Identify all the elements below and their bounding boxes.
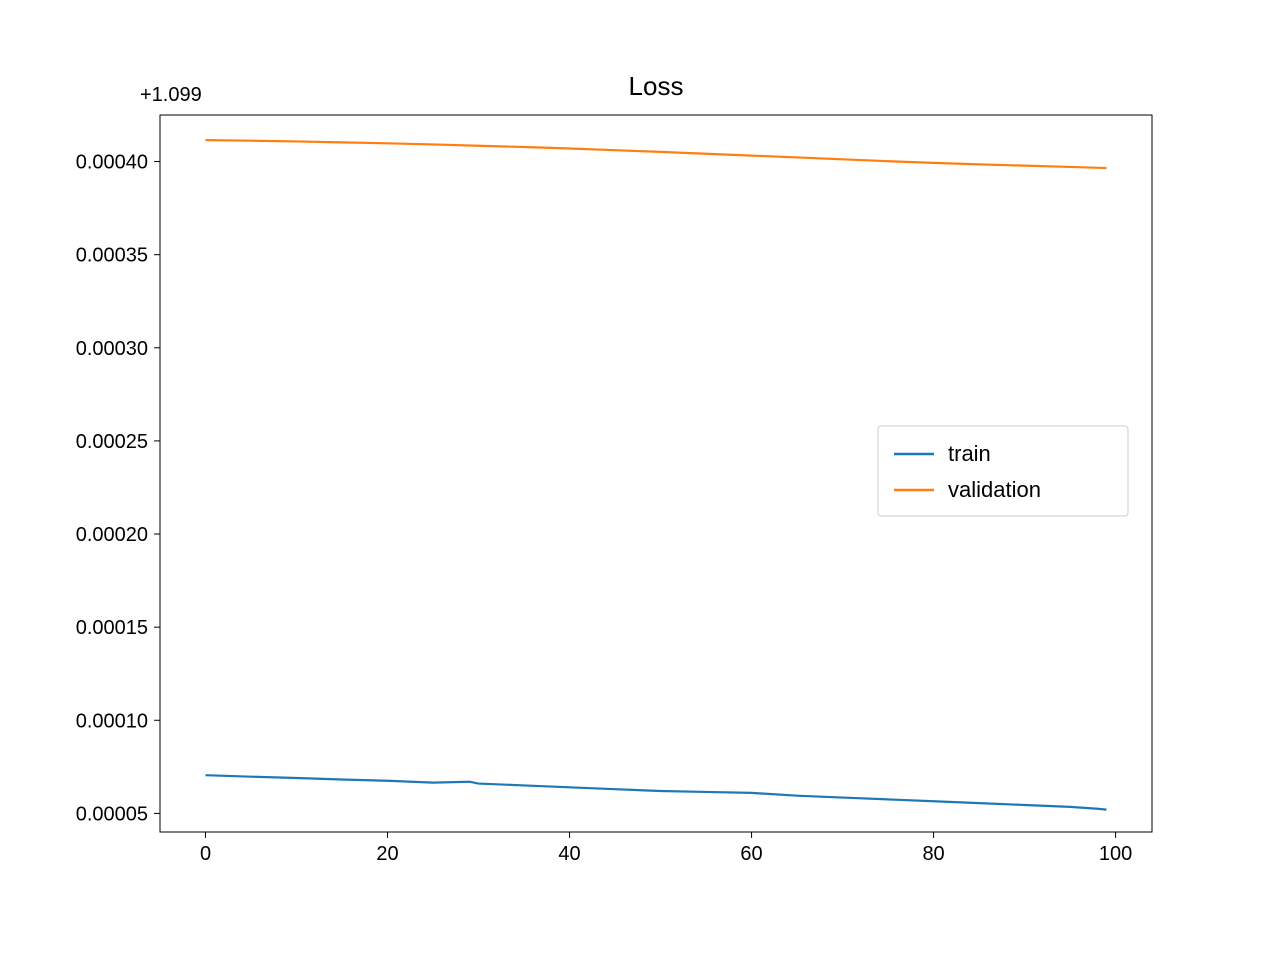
legend-frame: [878, 426, 1128, 516]
y-tick-label: 0.00030: [76, 338, 148, 360]
x-tick-label: 40: [558, 843, 580, 865]
y-tick-label: 0.00010: [76, 710, 148, 732]
y-tick-label: 0.00035: [76, 245, 148, 267]
x-tick-label: 20: [376, 843, 398, 865]
y-tick-label: 0.00025: [76, 431, 148, 453]
y-tick-label: 0.00040: [76, 152, 148, 174]
y-offset-text: +1.099: [140, 84, 202, 106]
y-tick-label: 0.00020: [76, 524, 148, 546]
chart-title: Loss: [629, 71, 684, 101]
loss-chart: 0 20 40 60 80 100 0.00005 0.00010 0.00015 0.00020…: [0, 0, 1280, 960]
x-tick-label: 80: [922, 843, 944, 865]
legend-label-train: train: [948, 441, 991, 466]
x-tick-label: 0: [200, 843, 211, 865]
x-tick-label: 60: [740, 843, 762, 865]
x-tick-label: 100: [1099, 843, 1132, 865]
y-tick-label: 0.00015: [76, 617, 148, 639]
y-tick-label: 0.00005: [76, 803, 148, 825]
legend-label-validation: validation: [948, 477, 1041, 502]
chart-svg: 0 20 40 60 80 100 0.00005 0.00010 0.00015 0.00020…: [0, 0, 1280, 960]
legend: train validation: [878, 426, 1128, 516]
